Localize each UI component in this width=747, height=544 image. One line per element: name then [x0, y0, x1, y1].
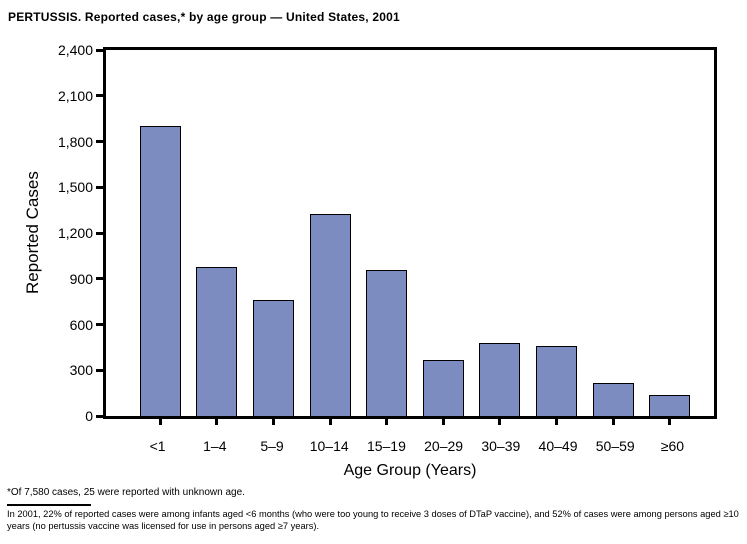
bar-slot [245, 50, 302, 425]
y-tick-label: 2,400 [57, 42, 93, 58]
y-tick-mark [96, 231, 103, 235]
y-tick-mark [96, 185, 103, 189]
y-tick-mark [96, 368, 103, 372]
bar-7 [479, 342, 521, 416]
x-tick-label: <1 [149, 438, 166, 454]
bar-8 [535, 345, 577, 416]
footnote-unknown-age: *Of 7,580 cases, 25 were reported with u… [7, 487, 245, 498]
y-tick-label: 600 [69, 316, 93, 333]
bar-2 [196, 267, 238, 416]
x-tick-label: 5–9 [260, 438, 284, 454]
y-tick-mark [96, 94, 103, 98]
y-tick-label: 1,200 [57, 225, 93, 241]
x-axis-labels: <1 1–4 5–9 10–14 15–19 20–29 30–39 40–49 50–59 ≥6… [103, 438, 717, 454]
bar-1 [139, 126, 181, 416]
x-tick-label: 30–39 [481, 438, 521, 454]
x-tick-label: 50–59 [595, 438, 635, 454]
footnote-divider [7, 504, 91, 506]
x-tick-label: ≥60 [660, 438, 685, 454]
bar-9 [592, 383, 634, 416]
x-axis-title: Age Group (Years) [343, 462, 477, 479]
bar-4 [309, 213, 351, 416]
y-tick-label: 0 [85, 408, 93, 424]
bar-slot [302, 50, 359, 425]
plot-area [96, 47, 717, 425]
y-tick-mark [96, 414, 103, 418]
bars [106, 50, 714, 425]
y-tick-mark [96, 48, 103, 52]
footnote-vaccine-detail: In 2001, 22% of reported cases were amon… [7, 509, 739, 531]
y-tick-label: 1,500 [57, 179, 93, 196]
bar-slot [472, 50, 529, 425]
bar-slot [641, 50, 698, 425]
bar-6 [422, 359, 464, 416]
y-tick-mark [96, 277, 103, 281]
bar-slot [189, 50, 246, 425]
bar-slot [358, 50, 415, 425]
bar-3 [252, 300, 294, 416]
y-tick-label: 2,100 [57, 87, 93, 104]
bar-slot [132, 50, 189, 425]
y-axis-labels: 0 300 600 900 1,200 1,500 1,800 2,100 2,400 [0, 42, 93, 424]
y-tick-label: 900 [69, 270, 93, 287]
x-tick-label: 10–14 [309, 438, 349, 454]
x-tick-label: 15–19 [366, 438, 406, 454]
bar-slot [528, 50, 585, 425]
bar-10 [649, 394, 691, 416]
y-tick-label: 300 [69, 362, 93, 379]
y-tick-mark [96, 140, 103, 143]
x-tick-label: 20–29 [424, 438, 464, 454]
y-tick-label: 1,800 [57, 133, 93, 150]
x-tick-label: 1–4 [203, 438, 227, 454]
bar-slot [415, 50, 472, 425]
chart-title: PERTUSSIS. Reported cases,* by age group… [8, 10, 400, 24]
y-tick-mark [96, 323, 103, 326]
bar-5 [366, 269, 408, 416]
x-tick-label: 40–49 [538, 438, 578, 454]
bar-slot [585, 50, 642, 425]
